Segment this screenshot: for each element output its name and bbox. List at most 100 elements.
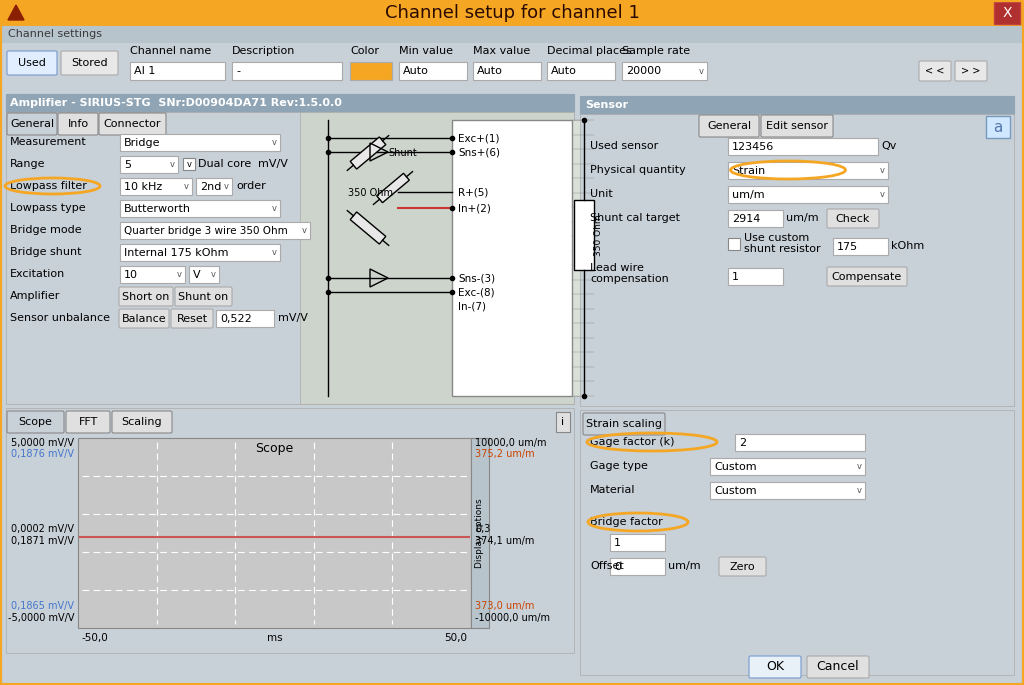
Text: 375,2 um/m: 375,2 um/m	[475, 449, 535, 459]
Text: Amplifier: Amplifier	[10, 291, 60, 301]
Text: Color: Color	[350, 46, 379, 56]
Bar	[622, 62, 707, 80]
Text: Used: Used	[18, 58, 46, 68]
Bar	[710, 458, 865, 475]
FancyBboxPatch shape	[807, 656, 869, 678]
Text: v: v	[186, 160, 191, 169]
Bar	[6, 112, 574, 404]
Text: kOhm: kOhm	[891, 241, 925, 251]
Text: Qv: Qv	[881, 141, 896, 151]
Bar	[728, 238, 740, 250]
Text: Lowpass filter: Lowpass filter	[10, 181, 87, 191]
Text: um/m: um/m	[732, 190, 765, 199]
Text: Description: Description	[232, 46, 295, 56]
Bar	[580, 410, 1014, 675]
Text: OK: OK	[766, 660, 784, 673]
Text: Used sensor: Used sensor	[590, 141, 658, 151]
Text: shunt resistor: shunt resistor	[744, 244, 820, 254]
Text: Range: Range	[10, 159, 45, 169]
Text: Strain: Strain	[732, 166, 765, 175]
Text: Use custom: Use custom	[744, 233, 809, 243]
Text: Excitation: Excitation	[10, 269, 66, 279]
FancyBboxPatch shape	[61, 51, 118, 75]
Text: Balance: Balance	[122, 314, 166, 323]
Bar	[473, 62, 541, 80]
Text: Display options: Display options	[475, 498, 484, 568]
Text: 10 kHz: 10 kHz	[124, 182, 162, 192]
Text: Shunt cal target: Shunt cal target	[590, 213, 680, 223]
Text: mV/V: mV/V	[278, 313, 308, 323]
Text: Scaling: Scaling	[122, 417, 163, 427]
Bar	[986, 116, 1010, 138]
Text: order: order	[236, 181, 266, 191]
Text: Check: Check	[836, 214, 870, 223]
Text: Auto: Auto	[477, 66, 503, 76]
Text: Min value: Min value	[399, 46, 453, 56]
Text: v: v	[170, 160, 174, 169]
Bar	[399, 62, 467, 80]
Text: Scope: Scope	[255, 442, 294, 455]
Text: Lowpass type: Lowpass type	[10, 203, 86, 213]
Text: Exc-(8): Exc-(8)	[458, 287, 495, 297]
FancyBboxPatch shape	[171, 309, 213, 328]
Bar	[994, 2, 1020, 24]
Text: Bridge shunt: Bridge shunt	[10, 247, 82, 257]
FancyBboxPatch shape	[66, 411, 110, 433]
Text: Sensor: Sensor	[585, 100, 628, 110]
Text: Compensate: Compensate	[831, 271, 902, 282]
Bar	[580, 96, 1014, 114]
Text: v: v	[271, 248, 276, 257]
Bar	[728, 268, 783, 285]
Text: compensation: compensation	[590, 274, 669, 284]
Text: Custom: Custom	[714, 462, 757, 471]
Text: 5,0000 mV/V: 5,0000 mV/V	[11, 438, 74, 448]
Polygon shape	[377, 173, 410, 203]
Text: -: -	[236, 66, 240, 76]
Text: Shunt on: Shunt on	[178, 292, 228, 301]
Text: a: a	[993, 119, 1002, 134]
Polygon shape	[8, 5, 24, 20]
Text: 175: 175	[837, 242, 858, 251]
Bar	[728, 186, 888, 203]
Bar	[728, 210, 783, 227]
Text: Gage type: Gage type	[590, 461, 648, 471]
Text: Max value: Max value	[473, 46, 530, 56]
FancyBboxPatch shape	[58, 113, 98, 135]
Text: 0,1876 mV/V: 0,1876 mV/V	[11, 449, 74, 459]
Bar	[232, 62, 342, 80]
Text: v: v	[880, 190, 885, 199]
Text: 5: 5	[124, 160, 131, 169]
Text: v: v	[176, 270, 181, 279]
Bar	[547, 62, 615, 80]
Text: Channel settings: Channel settings	[8, 29, 102, 39]
Text: Bridge factor: Bridge factor	[590, 517, 663, 527]
Bar	[196, 178, 232, 195]
Bar	[120, 266, 185, 283]
Bar	[120, 200, 280, 217]
Text: Channel name: Channel name	[130, 46, 211, 56]
FancyBboxPatch shape	[7, 51, 57, 75]
Bar	[0, 44, 1024, 92]
Text: Custom: Custom	[714, 486, 757, 495]
Text: Quarter bridge 3 wire 350 Ohm: Quarter bridge 3 wire 350 Ohm	[124, 225, 288, 236]
FancyBboxPatch shape	[119, 287, 173, 306]
Text: Bridge mode: Bridge mode	[10, 225, 82, 235]
Text: Scope: Scope	[18, 417, 52, 427]
FancyBboxPatch shape	[761, 115, 833, 137]
Text: General: General	[10, 119, 54, 129]
Text: 350 Ohm: 350 Ohm	[594, 214, 603, 256]
Bar	[728, 162, 888, 179]
FancyBboxPatch shape	[919, 61, 951, 81]
Text: Physical quantity: Physical quantity	[590, 165, 686, 175]
Bar	[120, 134, 280, 151]
Text: V: V	[193, 269, 201, 279]
FancyBboxPatch shape	[827, 267, 907, 286]
Text: v: v	[856, 486, 861, 495]
Text: < <: < <	[926, 66, 945, 76]
Text: Material: Material	[590, 485, 636, 495]
FancyBboxPatch shape	[583, 413, 665, 435]
Bar	[350, 62, 392, 80]
FancyBboxPatch shape	[749, 656, 801, 678]
FancyBboxPatch shape	[112, 411, 172, 433]
Text: 123456: 123456	[732, 142, 774, 151]
